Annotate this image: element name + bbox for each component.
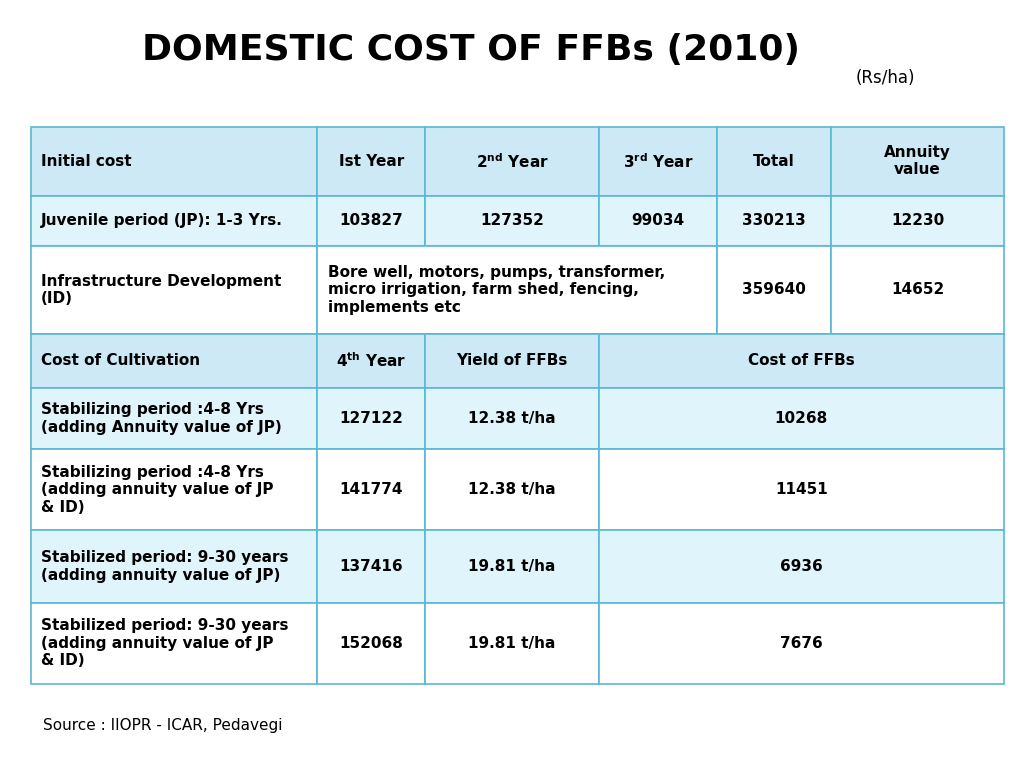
Text: 137416: 137416 — [339, 559, 403, 574]
Bar — [425, 334, 599, 388]
Bar — [31, 246, 317, 334]
Text: 2$^{\mathbf{nd}}$ Year: 2$^{\mathbf{nd}}$ Year — [475, 152, 549, 170]
Bar — [31, 603, 317, 684]
Text: Stabilized period: 9-30 years
(adding annuity value of JP): Stabilized period: 9-30 years (adding an… — [41, 550, 289, 583]
Bar — [317, 246, 717, 334]
Bar — [425, 449, 599, 530]
Text: (Rs/ha): (Rs/ha) — [856, 69, 915, 88]
Text: 99034: 99034 — [632, 214, 684, 228]
Text: Annuity
value: Annuity value — [884, 145, 951, 177]
Text: Cost of Cultivation: Cost of Cultivation — [41, 353, 200, 369]
Text: Infrastructure Development
(ID): Infrastructure Development (ID) — [41, 273, 282, 306]
Bar — [31, 530, 317, 603]
Text: Stabilizing period :4-8 Yrs
(adding Annuity value of JP): Stabilizing period :4-8 Yrs (adding Annu… — [41, 402, 282, 435]
Text: Yield of FFBs: Yield of FFBs — [457, 353, 567, 369]
Text: 141774: 141774 — [339, 482, 403, 497]
Text: 127122: 127122 — [339, 411, 403, 426]
Bar — [599, 334, 1004, 388]
Text: DOMESTIC COST OF FFBs (2010): DOMESTIC COST OF FFBs (2010) — [142, 33, 800, 67]
Bar — [831, 196, 1004, 246]
Text: 152068: 152068 — [339, 636, 403, 650]
Bar — [425, 388, 599, 449]
Bar — [599, 388, 1004, 449]
Bar — [717, 196, 831, 246]
Bar — [317, 388, 425, 449]
Bar — [831, 246, 1004, 334]
Text: Total: Total — [754, 154, 795, 169]
Text: Cost of FFBs: Cost of FFBs — [748, 353, 855, 369]
Bar — [317, 603, 425, 684]
Text: 127352: 127352 — [480, 214, 544, 228]
Text: Juvenile period (JP): 1-3 Yrs.: Juvenile period (JP): 1-3 Yrs. — [41, 214, 283, 228]
Text: 12230: 12230 — [891, 214, 944, 228]
Text: 12.38 t/ha: 12.38 t/ha — [468, 482, 556, 497]
Bar — [31, 449, 317, 530]
Text: 4$^{\mathbf{th}}$ Year: 4$^{\mathbf{th}}$ Year — [336, 352, 407, 370]
Text: 11451: 11451 — [775, 482, 827, 497]
Bar — [317, 449, 425, 530]
Bar — [425, 127, 599, 196]
Bar — [317, 334, 425, 388]
Text: Initial cost: Initial cost — [41, 154, 132, 169]
Bar — [31, 334, 317, 388]
Text: 7676: 7676 — [780, 636, 822, 650]
Bar — [317, 530, 425, 603]
Bar — [317, 196, 425, 246]
Text: 19.81 t/ha: 19.81 t/ha — [468, 636, 556, 650]
Text: 103827: 103827 — [339, 214, 403, 228]
Text: 6936: 6936 — [780, 559, 822, 574]
Text: Source : IIOPR - ICAR, Pedavegi: Source : IIOPR - ICAR, Pedavegi — [43, 718, 283, 733]
Bar — [31, 127, 317, 196]
Bar — [599, 603, 1004, 684]
Text: Stabilized period: 9-30 years
(adding annuity value of JP
& ID): Stabilized period: 9-30 years (adding an… — [41, 618, 289, 668]
Text: 330213: 330213 — [742, 214, 806, 228]
Bar — [425, 603, 599, 684]
Text: Ist Year: Ist Year — [339, 154, 403, 169]
Text: Stabilizing period :4-8 Yrs
(adding annuity value of JP
& ID): Stabilizing period :4-8 Yrs (adding annu… — [41, 465, 273, 515]
Bar — [717, 127, 831, 196]
Text: 12.38 t/ha: 12.38 t/ha — [468, 411, 556, 426]
Bar — [425, 196, 599, 246]
Text: Bore well, motors, pumps, transformer,
micro irrigation, farm shed, fencing,
imp: Bore well, motors, pumps, transformer, m… — [328, 265, 665, 315]
Bar — [425, 530, 599, 603]
Text: 19.81 t/ha: 19.81 t/ha — [468, 559, 556, 574]
Text: 10268: 10268 — [774, 411, 828, 426]
Bar — [599, 530, 1004, 603]
Bar — [317, 127, 425, 196]
Text: 3$^{\mathbf{rd}}$ Year: 3$^{\mathbf{rd}}$ Year — [623, 152, 693, 170]
Text: 359640: 359640 — [742, 283, 806, 297]
Bar — [31, 196, 317, 246]
Bar — [831, 127, 1004, 196]
Bar — [717, 246, 831, 334]
Bar — [599, 449, 1004, 530]
Text: 14652: 14652 — [891, 283, 944, 297]
Bar — [31, 388, 317, 449]
Bar — [599, 196, 717, 246]
Bar — [599, 127, 717, 196]
